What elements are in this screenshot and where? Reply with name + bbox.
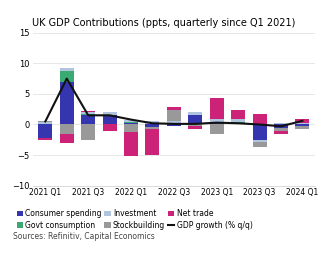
Bar (274, 127, 288, 130)
Bar (167, 121, 181, 124)
Bar (188, 124, 202, 126)
Bar (253, 140, 266, 142)
Bar (81, 112, 95, 114)
Bar (274, 130, 288, 134)
Bar (124, 123, 138, 124)
Bar (295, 123, 309, 124)
Bar (38, 122, 52, 124)
Bar (60, 82, 74, 124)
Bar (60, 68, 74, 71)
Bar (124, 122, 138, 123)
Bar (167, 124, 181, 126)
Bar (188, 112, 202, 115)
Bar (81, 114, 95, 115)
Bar (146, 127, 160, 129)
Bar (124, 120, 138, 122)
Bar (103, 124, 117, 130)
Bar (103, 112, 117, 115)
Bar (253, 114, 266, 124)
Bar (231, 123, 245, 124)
Bar (210, 123, 224, 124)
Bar (188, 115, 202, 124)
Bar (253, 142, 266, 147)
Bar (81, 111, 95, 112)
Bar (210, 119, 224, 123)
Bar (124, 132, 138, 156)
Bar (38, 124, 52, 138)
Bar (167, 110, 181, 121)
Bar (231, 122, 245, 123)
Bar (81, 124, 95, 140)
Bar (60, 134, 74, 143)
Bar (210, 124, 224, 134)
Bar (103, 115, 117, 124)
Text: UK GDP Contributions (ppts, quarterly since Q1 2021): UK GDP Contributions (ppts, quarterly si… (32, 18, 296, 28)
Bar (188, 126, 202, 129)
Bar (146, 129, 160, 155)
Bar (210, 97, 224, 119)
Bar (167, 107, 181, 110)
Bar (253, 124, 266, 140)
Bar (295, 119, 309, 123)
Bar (231, 110, 245, 119)
Bar (60, 124, 74, 134)
Bar (146, 124, 160, 127)
Bar (124, 124, 138, 132)
Bar (295, 126, 309, 129)
Bar (38, 138, 52, 140)
Bar (38, 121, 52, 122)
Bar (295, 124, 309, 126)
Bar (146, 121, 160, 124)
Bar (274, 124, 288, 127)
Text: Sources: Refinitiv, Capital Economics: Sources: Refinitiv, Capital Economics (13, 232, 154, 241)
Bar (231, 119, 245, 122)
Bar (81, 115, 95, 124)
Bar (274, 123, 288, 124)
Bar (60, 71, 74, 82)
Legend: Consumer spending, Govt consumption, Investment, Stockbuilding, Net trade, GDP g: Consumer spending, Govt consumption, Inv… (17, 209, 253, 230)
